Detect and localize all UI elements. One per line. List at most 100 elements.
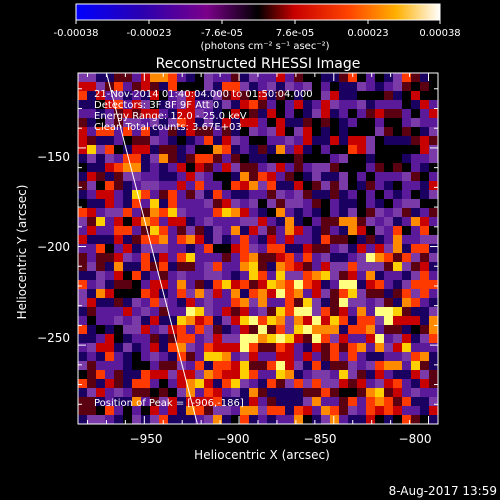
heatmap-pixel	[312, 316, 321, 325]
heatmap-pixel	[177, 82, 186, 91]
heatmap-pixel	[294, 334, 303, 343]
heatmap-pixel	[195, 181, 204, 190]
colorbar-tick-label: -0.00023	[127, 28, 172, 39]
heatmap-pixel	[393, 181, 402, 190]
heatmap-pixel	[402, 307, 411, 316]
heatmap-pixel	[348, 334, 357, 343]
heatmap-pixel	[411, 271, 420, 280]
heatmap-pixel	[429, 226, 438, 235]
heatmap-pixel	[276, 289, 285, 298]
heatmap-pixel	[348, 190, 357, 199]
heatmap-pixel	[285, 298, 294, 307]
heatmap-pixel	[159, 226, 168, 235]
heatmap-pixel	[141, 109, 150, 118]
heatmap-pixel	[303, 244, 312, 253]
x-tick-label: −950	[130, 432, 163, 446]
heatmap-pixel	[312, 82, 321, 91]
heatmap-pixel	[258, 109, 267, 118]
heatmap-pixel	[402, 127, 411, 136]
heatmap-pixel	[87, 118, 96, 127]
heatmap-pixel	[420, 82, 429, 91]
heatmap-pixel	[222, 244, 231, 253]
heatmap-pixel	[384, 109, 393, 118]
heatmap-pixel	[393, 370, 402, 379]
heatmap-pixel	[294, 370, 303, 379]
heatmap-pixel	[402, 181, 411, 190]
heatmap-pixel	[375, 217, 384, 226]
heatmap-pixel	[330, 172, 339, 181]
heatmap-pixel	[159, 325, 168, 334]
heatmap-pixel	[195, 289, 204, 298]
heatmap-pixel	[96, 91, 105, 100]
heatmap-pixel	[231, 244, 240, 253]
heatmap-pixel	[339, 199, 348, 208]
heatmap-pixel	[312, 154, 321, 163]
heatmap-pixel	[204, 271, 213, 280]
heatmap-pixel	[402, 190, 411, 199]
heatmap-pixel	[87, 325, 96, 334]
heatmap-pixel	[186, 127, 195, 136]
heatmap-pixel	[150, 343, 159, 352]
heatmap-pixel	[240, 361, 249, 370]
heatmap-pixel	[402, 316, 411, 325]
heatmap-pixel	[339, 298, 348, 307]
heatmap-pixel	[150, 271, 159, 280]
heatmap-pixel	[321, 199, 330, 208]
heatmap-pixel	[213, 253, 222, 262]
heatmap-pixel	[294, 271, 303, 280]
heatmap-pixel	[168, 289, 177, 298]
heatmap-pixel	[267, 388, 276, 397]
heatmap-pixel	[330, 307, 339, 316]
heatmap-pixel	[78, 154, 87, 163]
heatmap-pixel	[78, 91, 87, 100]
heatmap-pixel	[159, 280, 168, 289]
heatmap-pixel	[285, 109, 294, 118]
heatmap-pixel	[204, 226, 213, 235]
heatmap-pixel	[222, 190, 231, 199]
heatmap-pixel	[186, 208, 195, 217]
heatmap-pixel	[330, 361, 339, 370]
heatmap-pixel	[177, 154, 186, 163]
heatmap-pixel	[357, 163, 366, 172]
heatmap-pixel	[114, 235, 123, 244]
heatmap-pixel	[375, 154, 384, 163]
heatmap-pixel	[384, 136, 393, 145]
heatmap-pixel	[159, 136, 168, 145]
heatmap-pixel	[411, 298, 420, 307]
heatmap-pixel	[330, 262, 339, 271]
heatmap-pixel	[141, 199, 150, 208]
heatmap-pixel	[339, 127, 348, 136]
heatmap-pixel	[96, 181, 105, 190]
heatmap-pixel	[177, 145, 186, 154]
heatmap-pixel	[348, 100, 357, 109]
heatmap-pixel	[159, 127, 168, 136]
heatmap-pixel	[402, 397, 411, 406]
heatmap-pixel	[240, 82, 249, 91]
heatmap-pixel	[294, 397, 303, 406]
heatmap-pixel	[357, 190, 366, 199]
heatmap-pixel	[96, 298, 105, 307]
heatmap-pixel	[375, 307, 384, 316]
heatmap-pixel	[186, 316, 195, 325]
heatmap-pixel	[312, 298, 321, 307]
heatmap-pixel	[186, 397, 195, 406]
heatmap-pixel	[330, 406, 339, 415]
heatmap-pixel	[195, 82, 204, 91]
heatmap-pixel	[429, 325, 438, 334]
heatmap-pixel	[195, 91, 204, 100]
heatmap-pixel	[132, 154, 141, 163]
heatmap-pixel	[141, 388, 150, 397]
heatmap-pixel	[393, 127, 402, 136]
heatmap-pixel	[393, 307, 402, 316]
heatmap-pixel	[312, 271, 321, 280]
heatmap-pixel	[168, 217, 177, 226]
heatmap-pixel	[114, 415, 123, 424]
heatmap-pixel	[348, 289, 357, 298]
heatmap-pixel	[240, 235, 249, 244]
y-tick-label: −250	[37, 331, 70, 345]
heatmap-pixel	[402, 325, 411, 334]
heatmap-pixel	[186, 289, 195, 298]
heatmap-pixel	[276, 73, 285, 82]
heatmap-pixel	[195, 118, 204, 127]
heatmap-pixel	[213, 208, 222, 217]
